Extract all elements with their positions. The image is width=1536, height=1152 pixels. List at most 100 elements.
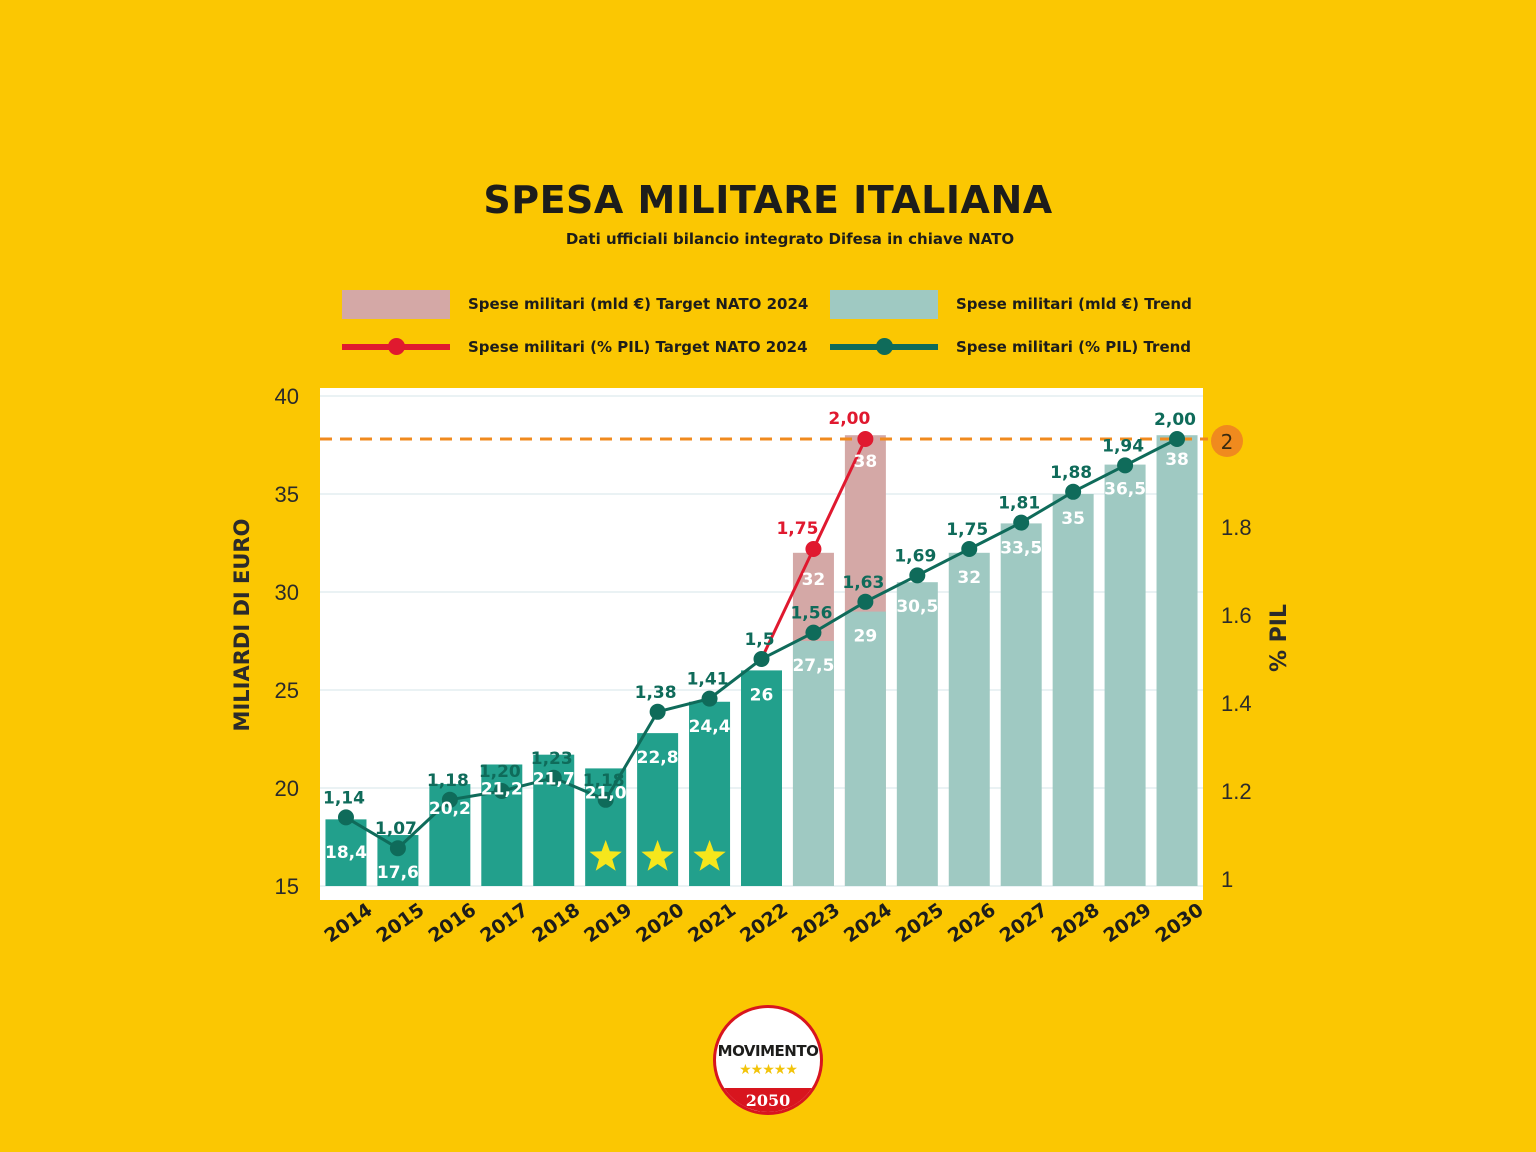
bar — [948, 552, 990, 886]
y-tick-label: 30 — [275, 580, 299, 605]
trend-pil-point — [909, 567, 926, 584]
chart-title: SPESA MILITARE ITALIANA — [483, 178, 1053, 222]
pil-value-label: 2,00 — [1154, 410, 1196, 430]
x-tick-label: 2016 — [424, 899, 480, 947]
target-bar-value-label: 38 — [854, 452, 878, 472]
pil-value-label: 1,56 — [790, 604, 832, 624]
bar-value-label: 35 — [1061, 509, 1085, 529]
target-pil-value-label: 2,00 — [828, 409, 870, 429]
trend-pil-point — [493, 783, 510, 799]
bar — [844, 611, 886, 886]
star-icon — [641, 840, 674, 871]
bar-value-label: 17,6 — [377, 863, 419, 883]
bar-value-label: 38 — [1165, 450, 1189, 470]
x-tick-label: 2015 — [372, 899, 428, 947]
legend-marker-target-line — [388, 338, 405, 355]
target-line: 2 — [320, 425, 1243, 457]
data-labels: 18,4 17,6 20,2 21,2 21,7 21,0 22,8 24,4 26 27,5 29… — [323, 409, 1196, 883]
trend-pil-point — [701, 690, 718, 707]
y-tick-label: 35 — [275, 482, 299, 507]
pil-value-label: 1,07 — [375, 819, 417, 839]
y2-tick-label: 1.6 — [1221, 603, 1252, 628]
x-tick-label: 2019 — [580, 899, 636, 947]
x-tick-label: 2029 — [1100, 899, 1156, 947]
bar-value-label: 27,5 — [792, 656, 834, 676]
x-tick-label: 2028 — [1048, 899, 1104, 947]
target-badge — [1211, 425, 1243, 457]
y2-tick-label: 1.4 — [1221, 691, 1252, 716]
trend-pil-point — [1065, 483, 1082, 500]
target-badge-label: 2 — [1221, 430, 1234, 454]
logo-stars-icon: ★★★★★ — [739, 1062, 798, 1078]
bar — [1000, 523, 1042, 886]
pil-value-label: 1,5 — [744, 630, 774, 650]
pil-value-label: 1,88 — [1050, 463, 1092, 483]
x-tick-label: 2014 — [321, 899, 377, 947]
legend-swatch-trend-bar — [830, 290, 938, 319]
chart: 2 18,4 17,6 20,2 21,2 21,7 21,0 22,8 24,4 26 27,5… — [230, 384, 1292, 947]
trend-pil-point — [337, 809, 354, 826]
trend-pil-point — [857, 593, 874, 610]
pil-value-label: 1,81 — [998, 494, 1040, 514]
trend-pil-point — [753, 651, 770, 667]
x-tick-label: 2020 — [632, 899, 688, 947]
y-axis-title: MILIARDI DI EURO — [230, 519, 254, 732]
x-tick-label: 2018 — [528, 899, 584, 947]
legend-label-target-line: Spese militari (% PIL) Target NATO 2024 — [468, 338, 808, 356]
trend-pil-point — [805, 624, 822, 641]
star-icon — [693, 840, 726, 871]
pil-value-label: 1,75 — [946, 520, 988, 540]
bar — [585, 768, 627, 886]
y2-tick-label: 1.8 — [1221, 515, 1252, 540]
bar-value-label: 21,7 — [533, 770, 575, 790]
bar-value-label: 18,4 — [325, 843, 367, 863]
legend-marker-trend-line — [876, 338, 893, 355]
pil-value-label: 1,69 — [894, 546, 936, 566]
x-tick-label: 2030 — [1152, 899, 1208, 947]
trend-pil-point — [961, 541, 978, 557]
bar-value-label: 22,8 — [637, 748, 679, 768]
pil-value-label: 1,38 — [635, 683, 677, 703]
target-pil-point — [857, 431, 874, 447]
legend-swatch-target-bar — [342, 290, 450, 319]
x-tick-label: 2026 — [944, 899, 1000, 947]
bar — [325, 819, 367, 886]
chart-subtitle: Dati ufficiali bilancio integrato Difesa… — [565, 230, 1015, 248]
bar — [1104, 464, 1146, 886]
y2-tick-label: 1 — [1221, 867, 1233, 892]
pil-value-label: 1,14 — [323, 788, 365, 808]
x-tick-label: 2025 — [892, 899, 948, 947]
legend-label-target-bar: Spese militari (mld €) Target NATO 2024 — [468, 295, 809, 313]
bar — [1052, 494, 1094, 886]
trend-pil-point — [1013, 514, 1030, 531]
y-tick-label: 25 — [275, 678, 299, 703]
bar-value-label: 33,5 — [1000, 538, 1042, 558]
bar — [1156, 435, 1198, 886]
star-icon — [589, 840, 622, 871]
x-tick-label: 2017 — [476, 899, 532, 947]
trend-pil-point — [545, 769, 562, 786]
x-tick-label: 2022 — [736, 899, 792, 947]
x-tick-label: 2021 — [684, 899, 740, 947]
pil-value-label: 1,18 — [427, 771, 469, 791]
bar — [792, 641, 834, 886]
bar-value-label: 21,2 — [481, 779, 523, 799]
trend-pil-point — [649, 703, 666, 720]
bar — [741, 670, 782, 886]
bar-value-label: 32 — [957, 568, 981, 588]
y2-tick-label: 1.2 — [1221, 779, 1252, 804]
pil-value-label: 1,20 — [479, 762, 521, 782]
x-tick-label: 2023 — [788, 899, 844, 947]
y-tick-label: 15 — [275, 874, 299, 899]
trend-pil-point — [1117, 457, 1134, 474]
legend-label-trend-bar: Spese militari (mld €) Trend — [956, 295, 1192, 313]
y-tick-label: 40 — [275, 384, 299, 409]
lines — [337, 431, 1186, 857]
target-pil-value-label: 1,75 — [776, 519, 818, 539]
target-pil-point — [805, 541, 822, 557]
y-tick-label: 20 — [275, 776, 299, 801]
bars — [325, 435, 1198, 886]
bar-value-label: 21,0 — [585, 783, 627, 803]
legend-label-trend-line: Spese militari (% PIL) Trend — [956, 338, 1192, 356]
target-bar-value-label: 32 — [802, 570, 826, 590]
